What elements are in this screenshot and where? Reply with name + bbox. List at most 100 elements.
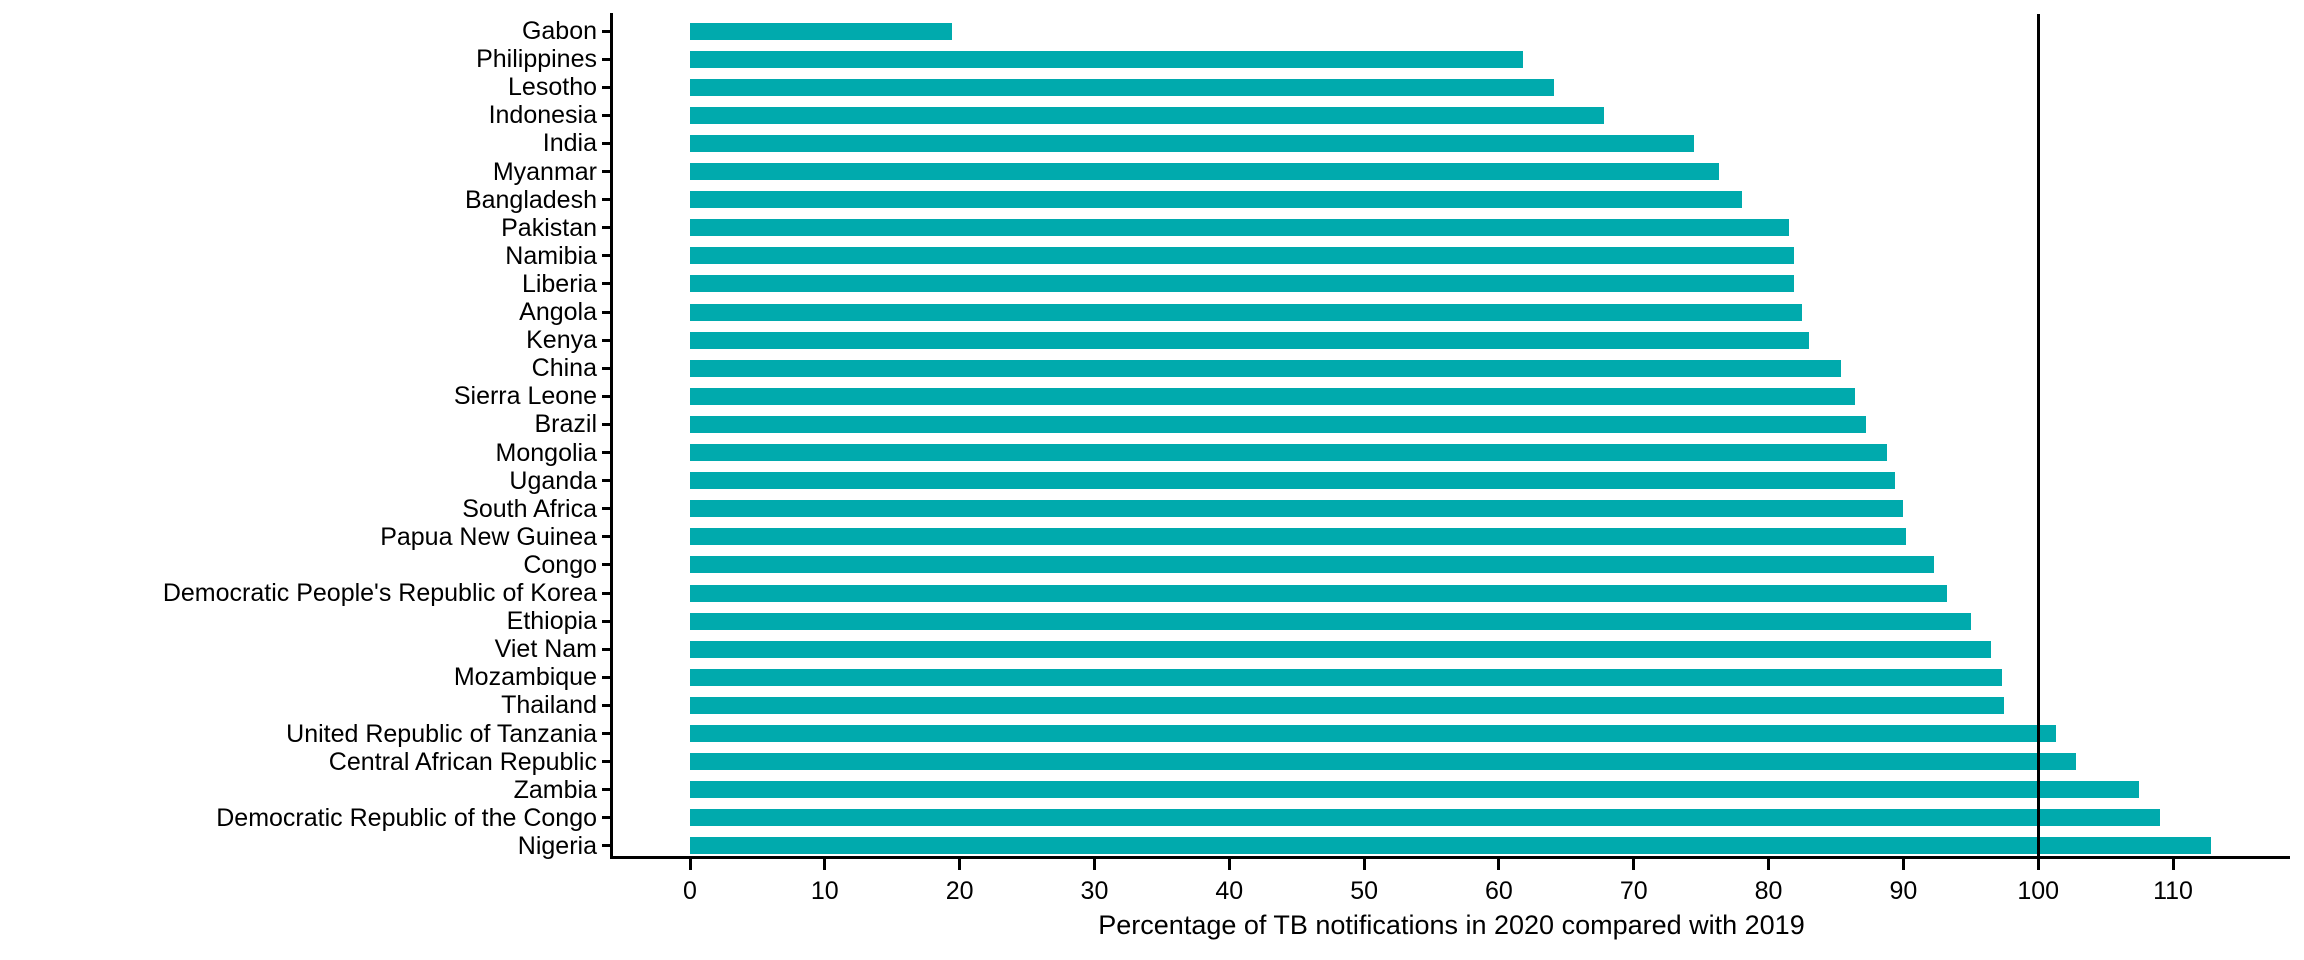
bar-india	[690, 134, 1695, 152]
y-axis-tick	[602, 760, 611, 764]
x-axis-tick-label-60: 60	[1485, 877, 1513, 905]
bar-china	[690, 359, 1842, 377]
x-axis-tick	[958, 859, 962, 870]
reference-line-100	[2036, 14, 2040, 859]
y-axis-label-south-africa: South Africa	[462, 494, 597, 523]
y-axis-tick	[602, 422, 611, 426]
x-axis-tick-label-40: 40	[1215, 877, 1244, 905]
y-axis-tick	[602, 338, 611, 342]
x-axis-title: Percentage of TB notifications in 2020 c…	[1098, 910, 1805, 940]
x-axis-tick	[1362, 859, 1366, 870]
y-axis-line	[610, 13, 613, 859]
y-axis-tick	[602, 57, 611, 61]
y-axis-tick	[602, 619, 611, 623]
y-axis-tick	[602, 113, 611, 117]
y-axis-label-gabon: Gabon	[521, 17, 597, 45]
bar-papua-new-guinea	[690, 528, 1907, 546]
x-axis-tick-label-90: 90	[1889, 877, 1918, 905]
y-axis-tick	[602, 675, 611, 679]
y-axis-label-ethiopia: Ethiopia	[506, 607, 597, 636]
y-axis-label-lesotho: Lesotho	[508, 73, 597, 102]
x-axis-tick	[1901, 859, 1905, 870]
x-axis-tick	[2171, 859, 2175, 870]
y-axis-label-nigeria: Nigeria	[517, 831, 597, 860]
y-axis-tick	[602, 254, 611, 258]
y-axis-label-liberia: Liberia	[521, 269, 597, 298]
y-axis-tick	[602, 535, 611, 539]
y-axis-label-sierra-leone: Sierra Leone	[453, 382, 597, 411]
y-axis-label-indonesia: Indonesia	[488, 101, 597, 130]
bar-uganda	[690, 472, 1896, 490]
y-axis-label-bangladesh: Bangladesh	[464, 185, 597, 214]
bar-philippines	[690, 50, 1524, 68]
y-axis-tick	[602, 647, 611, 651]
y-axis-label-pakistan: Pakistan	[501, 213, 597, 242]
y-axis-tick	[602, 85, 611, 89]
bar-zambia	[690, 781, 2140, 799]
y-axis-tick	[602, 198, 611, 202]
y-axis-label-brazil: Brazil	[534, 410, 597, 439]
bar-mongolia	[690, 444, 1888, 461]
bar-liberia	[690, 275, 1795, 293]
bar-united-republic-of-tanzania	[690, 725, 2056, 742]
y-axis-tick	[602, 282, 611, 286]
bar-south-africa	[690, 500, 1904, 518]
x-axis-tick-label-20: 20	[945, 877, 974, 905]
x-axis-tick	[1227, 859, 1231, 870]
y-axis-label-angola: Angola	[519, 298, 597, 326]
x-axis-tick-label-50: 50	[1350, 877, 1378, 905]
bar-thailand	[690, 696, 2005, 714]
y-axis-label-central-african-republic: Central African Republic	[328, 747, 597, 776]
y-axis-tick	[602, 816, 611, 820]
y-axis-label-united-republic-of-tanzania: United Republic of Tanzania	[286, 719, 597, 748]
y-axis-label-viet-nam: Viet Nam	[494, 635, 597, 664]
y-axis-label-mongolia: Mongolia	[495, 438, 597, 467]
bar-ethiopia	[690, 612, 1971, 630]
y-axis-tick	[602, 366, 611, 370]
y-axis-tick	[602, 507, 611, 511]
bar-mozambique	[690, 668, 2002, 686]
x-axis-line	[610, 856, 2290, 859]
y-axis-label-democratic-people-s-republic-of-korea: Democratic People's Republic of Korea	[162, 579, 597, 607]
y-axis-label-kenya: Kenya	[526, 326, 597, 355]
x-axis-tick-label-30: 30	[1080, 877, 1109, 905]
y-axis-tick	[602, 29, 611, 33]
y-axis-tick	[602, 170, 611, 173]
x-axis-tick-label-70: 70	[1619, 877, 1648, 905]
bar-congo	[690, 556, 1935, 574]
x-axis-tick-label-0: 0	[683, 877, 697, 905]
bar-nigeria	[690, 837, 2211, 855]
bar-democratic-people-s-republic-of-korea	[690, 584, 1947, 602]
bar-democratic-republic-of-the-congo	[690, 809, 2160, 827]
y-axis-tick	[602, 310, 611, 314]
y-axis-label-namibia: Namibia	[505, 241, 597, 270]
bar-myanmar	[690, 163, 1719, 180]
x-axis-tick-label-100: 100	[2017, 877, 2060, 905]
bar-angola	[690, 303, 1803, 321]
bar-kenya	[690, 331, 1809, 349]
y-axis-tick	[602, 394, 611, 398]
y-axis-tick	[602, 479, 611, 483]
bar-viet-nam	[690, 640, 1991, 658]
x-axis-tick-label-80: 80	[1754, 877, 1783, 905]
y-axis-tick	[602, 703, 611, 707]
bar-brazil	[690, 415, 1866, 433]
y-axis-label-papua-new-guinea: Papua New Guinea	[380, 522, 597, 551]
bar-lesotho	[690, 78, 1555, 96]
x-axis-tick-label-110: 110	[2153, 877, 2193, 905]
y-axis-tick	[602, 788, 611, 792]
y-axis-label-mozambique: Mozambique	[453, 663, 597, 692]
x-axis-tick	[688, 859, 692, 870]
y-axis-tick	[602, 563, 611, 567]
y-axis-label-thailand: Thailand	[501, 691, 597, 720]
y-axis-tick	[602, 844, 611, 848]
x-axis-tick	[1767, 859, 1771, 870]
bar-central-african-republic	[690, 753, 2076, 771]
x-axis-tick	[823, 859, 827, 870]
x-axis-tick	[2036, 859, 2040, 870]
bar-sierra-leone	[690, 387, 1855, 405]
y-axis-label-zambia: Zambia	[513, 775, 597, 804]
y-axis-label-democratic-republic-of-the-congo: Democratic Republic of the Congo	[216, 803, 597, 832]
y-axis-label-china: China	[531, 354, 597, 383]
